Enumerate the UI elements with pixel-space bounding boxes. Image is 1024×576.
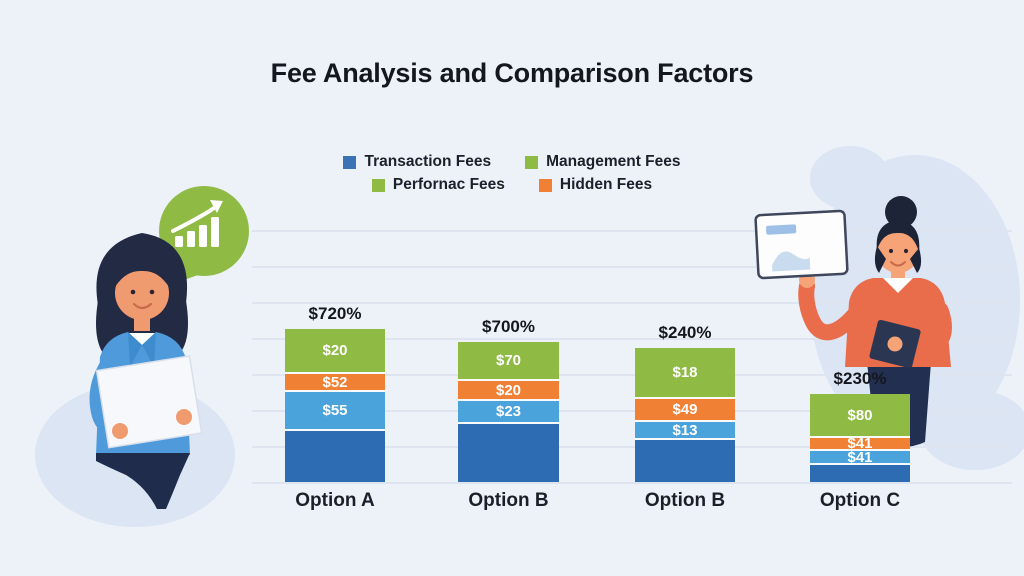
hair-fringe bbox=[115, 259, 169, 287]
bar-total-label: $240% bbox=[658, 323, 712, 342]
bar-segment: $55 bbox=[285, 390, 385, 429]
bar-segment: $23 bbox=[458, 399, 559, 422]
segment-value: $52 bbox=[322, 373, 348, 391]
segment-value: $13 bbox=[672, 421, 698, 439]
face bbox=[877, 231, 919, 273]
legend-label: Transaction Fees bbox=[364, 153, 492, 170]
eye bbox=[149, 289, 155, 295]
bar-segment bbox=[810, 463, 910, 482]
bar-segment: $80 bbox=[810, 394, 910, 436]
legend-item: Perfornac Fees bbox=[371, 176, 505, 194]
legend-swatch-icon bbox=[371, 178, 385, 192]
gridline bbox=[252, 410, 1012, 412]
eye bbox=[903, 248, 909, 254]
legend-item: Management Fees bbox=[525, 153, 681, 171]
segment-value: $20 bbox=[322, 342, 348, 359]
legend-row: Perfornac Fees Hidden Fees bbox=[371, 176, 653, 194]
bar-segment: $49 bbox=[635, 397, 735, 420]
gridline bbox=[252, 374, 1012, 376]
segment-value: $55 bbox=[322, 402, 348, 419]
bar-segment: $41 bbox=[810, 448, 910, 466]
segment-value: $20 bbox=[495, 381, 522, 399]
bar-segment bbox=[635, 438, 735, 482]
face bbox=[115, 266, 169, 320]
chart-legend: Transaction Fees Management Fees Perfornac… bbox=[0, 153, 1024, 194]
bar-segment bbox=[458, 422, 559, 482]
bar-group-2: $700% $70 $20 $23 bbox=[458, 317, 559, 482]
hand bbox=[112, 423, 128, 439]
legend-swatch-icon bbox=[343, 155, 357, 169]
legend-item: Hidden Fees bbox=[538, 176, 653, 194]
lapel bbox=[142, 332, 156, 367]
growth-chart-icon bbox=[171, 200, 223, 247]
gridline bbox=[252, 482, 1012, 484]
legend-row: Transaction Fees Management Fees bbox=[343, 153, 681, 171]
bar-segment: $18 bbox=[635, 348, 735, 397]
segment-value: $70 bbox=[495, 352, 522, 369]
gridline bbox=[252, 338, 1012, 340]
category-label: Option C bbox=[819, 490, 901, 511]
bar-group-4: $230% $80 $41 $41 bbox=[810, 369, 910, 482]
left-person bbox=[89, 233, 203, 509]
lapel bbox=[128, 332, 142, 367]
tablet-icon bbox=[754, 209, 849, 280]
bar-segment: $20 bbox=[458, 379, 559, 399]
legend-swatch-icon bbox=[525, 155, 539, 169]
legend-label: Perfornac Fees bbox=[392, 176, 505, 193]
bar-segment: $13 bbox=[635, 420, 735, 438]
smile bbox=[890, 261, 906, 267]
bar-segment: $41 bbox=[810, 435, 910, 452]
pants bbox=[96, 453, 190, 509]
segment-value: $18 bbox=[672, 364, 698, 381]
bar-total-label: $720% bbox=[308, 304, 362, 323]
page-title: Fee Analysis and Comparison Factors bbox=[270, 58, 754, 88]
smile bbox=[132, 302, 153, 310]
eye bbox=[130, 289, 136, 295]
arm-extended bbox=[798, 278, 865, 341]
legend-label: Management Fees bbox=[546, 153, 681, 170]
gridline bbox=[252, 266, 1012, 268]
bar-group-3: $240% $18 $49 $13 bbox=[635, 323, 735, 482]
hair-bun bbox=[885, 196, 917, 228]
bar-group-1: $720% $20 $52 $55 bbox=[285, 304, 385, 482]
bar-total-label: $230% bbox=[833, 369, 887, 388]
right-blob-top bbox=[810, 146, 890, 210]
bar-segment: $52 bbox=[285, 372, 385, 390]
bar-total-label: $700% bbox=[482, 317, 535, 336]
hair-strand bbox=[874, 246, 886, 273]
gridline bbox=[252, 302, 1012, 304]
left-person-illustration bbox=[89, 186, 249, 509]
category-label: Option A bbox=[295, 490, 375, 511]
bar-segment: $20 bbox=[285, 329, 385, 372]
category-label: Option B bbox=[468, 490, 549, 511]
hair-strand bbox=[910, 248, 922, 273]
bar-segment bbox=[285, 429, 385, 482]
gridline bbox=[252, 230, 1012, 232]
segment-value: $41 bbox=[847, 435, 873, 452]
eye bbox=[888, 248, 894, 254]
segment-value: $23 bbox=[495, 403, 522, 420]
hand bbox=[887, 336, 903, 352]
segment-value: $49 bbox=[672, 401, 698, 418]
segment-value: $80 bbox=[847, 406, 873, 424]
legend-label: Hidden Fees bbox=[559, 176, 653, 193]
category-label: Option B bbox=[644, 490, 726, 511]
segment-value: $41 bbox=[847, 448, 873, 466]
bar-segment: $70 bbox=[458, 342, 559, 379]
gridline bbox=[252, 446, 1012, 448]
hair-cap bbox=[876, 220, 920, 252]
legend-swatch-icon bbox=[538, 178, 552, 192]
legend-item: Transaction Fees bbox=[343, 153, 491, 171]
collar bbox=[883, 278, 913, 293]
hand bbox=[176, 409, 192, 425]
